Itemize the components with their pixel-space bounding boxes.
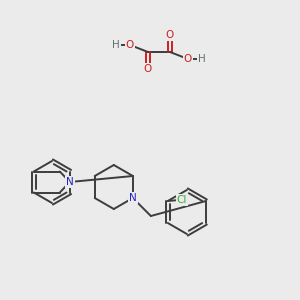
Text: O: O: [166, 30, 174, 40]
Text: O: O: [126, 40, 134, 50]
Text: H: H: [112, 40, 120, 50]
Text: O: O: [144, 64, 152, 74]
Text: H: H: [198, 54, 206, 64]
Text: O: O: [184, 54, 192, 64]
Text: N: N: [66, 177, 74, 187]
Text: Cl: Cl: [177, 195, 187, 205]
Text: N: N: [129, 193, 137, 203]
